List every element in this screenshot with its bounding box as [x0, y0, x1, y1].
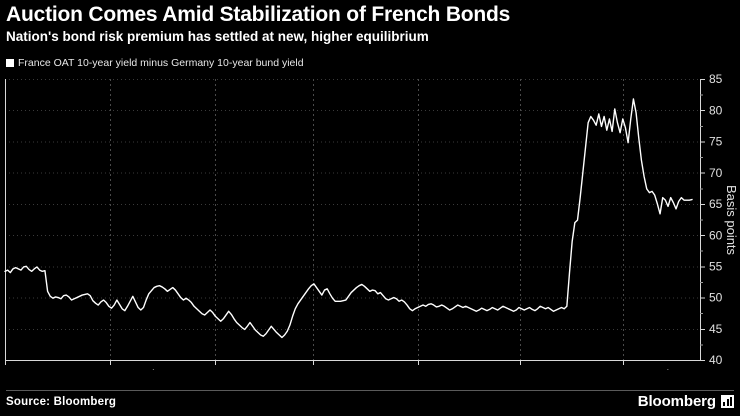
- chart-legend: France OAT 10-year yield minus Germany 1…: [6, 57, 304, 69]
- y-axis-tick-label: 55: [709, 260, 723, 274]
- x-axis-tick-label: Jun: [548, 367, 569, 370]
- y-axis-ticks: 40 45 50 55 60 65 70 75 80 85: [700, 72, 723, 367]
- page-subtitle: Nation's bond risk premium has settled a…: [6, 29, 429, 44]
- y-axis-tick-label: 40: [709, 353, 723, 367]
- x-axis-tick-label: Apr: [341, 367, 362, 370]
- y-axis-label: Basis points: [724, 185, 739, 256]
- y-axis-tick-label: 60: [709, 228, 723, 242]
- vertical-gridlines: [110, 79, 624, 360]
- chart-header: Auction Comes Amid Stabilization of Fren…: [0, 0, 740, 46]
- y-axis-tick-label: 80: [709, 103, 723, 117]
- page-title: Auction Comes Amid Stabilization of Fren…: [6, 3, 511, 26]
- legend-item-label: France OAT 10-year yield minus Germany 1…: [18, 57, 304, 69]
- chart-footer: Source: Bloomberg Bloomberg: [0, 390, 740, 416]
- footer-divider: [6, 390, 734, 391]
- x-axis-ticks: Jan Feb Mar Apr May Jun Jul: [5, 360, 670, 370]
- x-axis-tick-label: Jan: [33, 367, 54, 370]
- y-axis-tick-label: 75: [709, 135, 723, 149]
- y-axis-tick-label: 50: [709, 291, 723, 305]
- y-axis-tick-label: 70: [709, 166, 723, 180]
- bloomberg-branding: Bloomberg: [638, 393, 734, 410]
- brand-name-label: Bloomberg: [637, 393, 716, 410]
- series-line-spread: [4, 98, 693, 339]
- source-label: Source: Bloomberg: [6, 396, 117, 408]
- y-axis-tick-label: 65: [709, 197, 723, 211]
- square-swatch-icon: [6, 59, 14, 67]
- x-axis-tick-label: Feb: [137, 367, 159, 370]
- x-axis-tick-label: May: [444, 367, 469, 370]
- x-axis-tick-label: Jul: [653, 367, 670, 370]
- horizontal-gridlines: [5, 79, 700, 361]
- y-axis-tick-label: 85: [709, 72, 723, 86]
- x-axis-tick-label: Mar: [242, 367, 265, 370]
- bloomberg-logo-icon: [721, 395, 734, 408]
- y-axis-tick-label: 45: [709, 322, 723, 336]
